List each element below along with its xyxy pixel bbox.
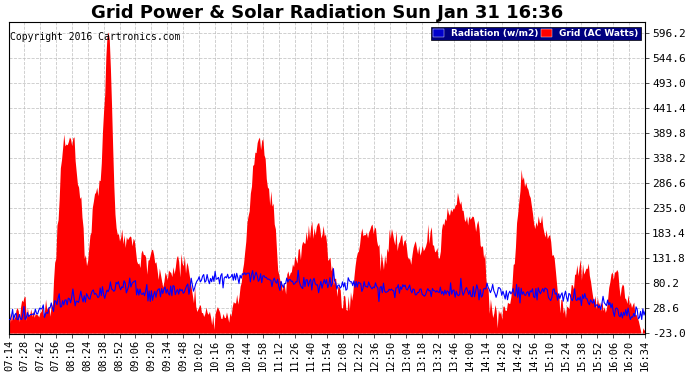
Title: Grid Power & Solar Radiation Sun Jan 31 16:36: Grid Power & Solar Radiation Sun Jan 31 … xyxy=(91,4,563,22)
Text: Copyright 2016 Cartronics.com: Copyright 2016 Cartronics.com xyxy=(10,32,181,42)
Legend: Radiation (w/m2), Grid (AC Watts): Radiation (w/m2), Grid (AC Watts) xyxy=(431,27,640,40)
